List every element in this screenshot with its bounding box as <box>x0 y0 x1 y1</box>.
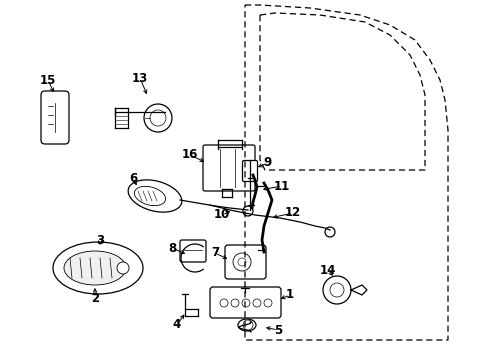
Text: 14: 14 <box>319 264 336 276</box>
Text: 10: 10 <box>213 208 230 221</box>
Circle shape <box>143 104 172 132</box>
FancyBboxPatch shape <box>180 240 205 262</box>
Circle shape <box>117 262 129 274</box>
Text: 11: 11 <box>273 180 289 193</box>
Text: 5: 5 <box>273 324 282 337</box>
Ellipse shape <box>64 251 126 285</box>
Text: 13: 13 <box>132 72 148 85</box>
Circle shape <box>243 206 252 216</box>
Text: 4: 4 <box>173 319 181 332</box>
FancyBboxPatch shape <box>209 287 281 318</box>
FancyBboxPatch shape <box>41 91 69 144</box>
Text: 9: 9 <box>264 157 271 170</box>
Circle shape <box>230 299 239 307</box>
Ellipse shape <box>238 319 256 331</box>
Circle shape <box>323 276 350 304</box>
Ellipse shape <box>128 180 182 212</box>
Circle shape <box>243 320 252 330</box>
Circle shape <box>242 299 249 307</box>
Ellipse shape <box>134 186 165 206</box>
Text: 8: 8 <box>167 242 176 255</box>
Circle shape <box>220 299 227 307</box>
Text: 16: 16 <box>182 148 198 162</box>
Circle shape <box>264 299 271 307</box>
Circle shape <box>150 110 165 126</box>
Text: 7: 7 <box>210 247 219 260</box>
Text: 15: 15 <box>40 73 56 86</box>
Text: 1: 1 <box>285 288 293 302</box>
Circle shape <box>325 227 334 237</box>
Text: 6: 6 <box>129 171 137 184</box>
Circle shape <box>238 258 245 266</box>
FancyBboxPatch shape <box>224 245 265 279</box>
Circle shape <box>232 253 250 271</box>
Ellipse shape <box>53 242 142 294</box>
FancyBboxPatch shape <box>203 145 254 191</box>
Circle shape <box>252 299 261 307</box>
FancyBboxPatch shape <box>242 161 257 181</box>
Text: 12: 12 <box>285 207 301 220</box>
Text: 2: 2 <box>91 292 99 305</box>
Text: 3: 3 <box>96 234 104 247</box>
Circle shape <box>329 283 343 297</box>
